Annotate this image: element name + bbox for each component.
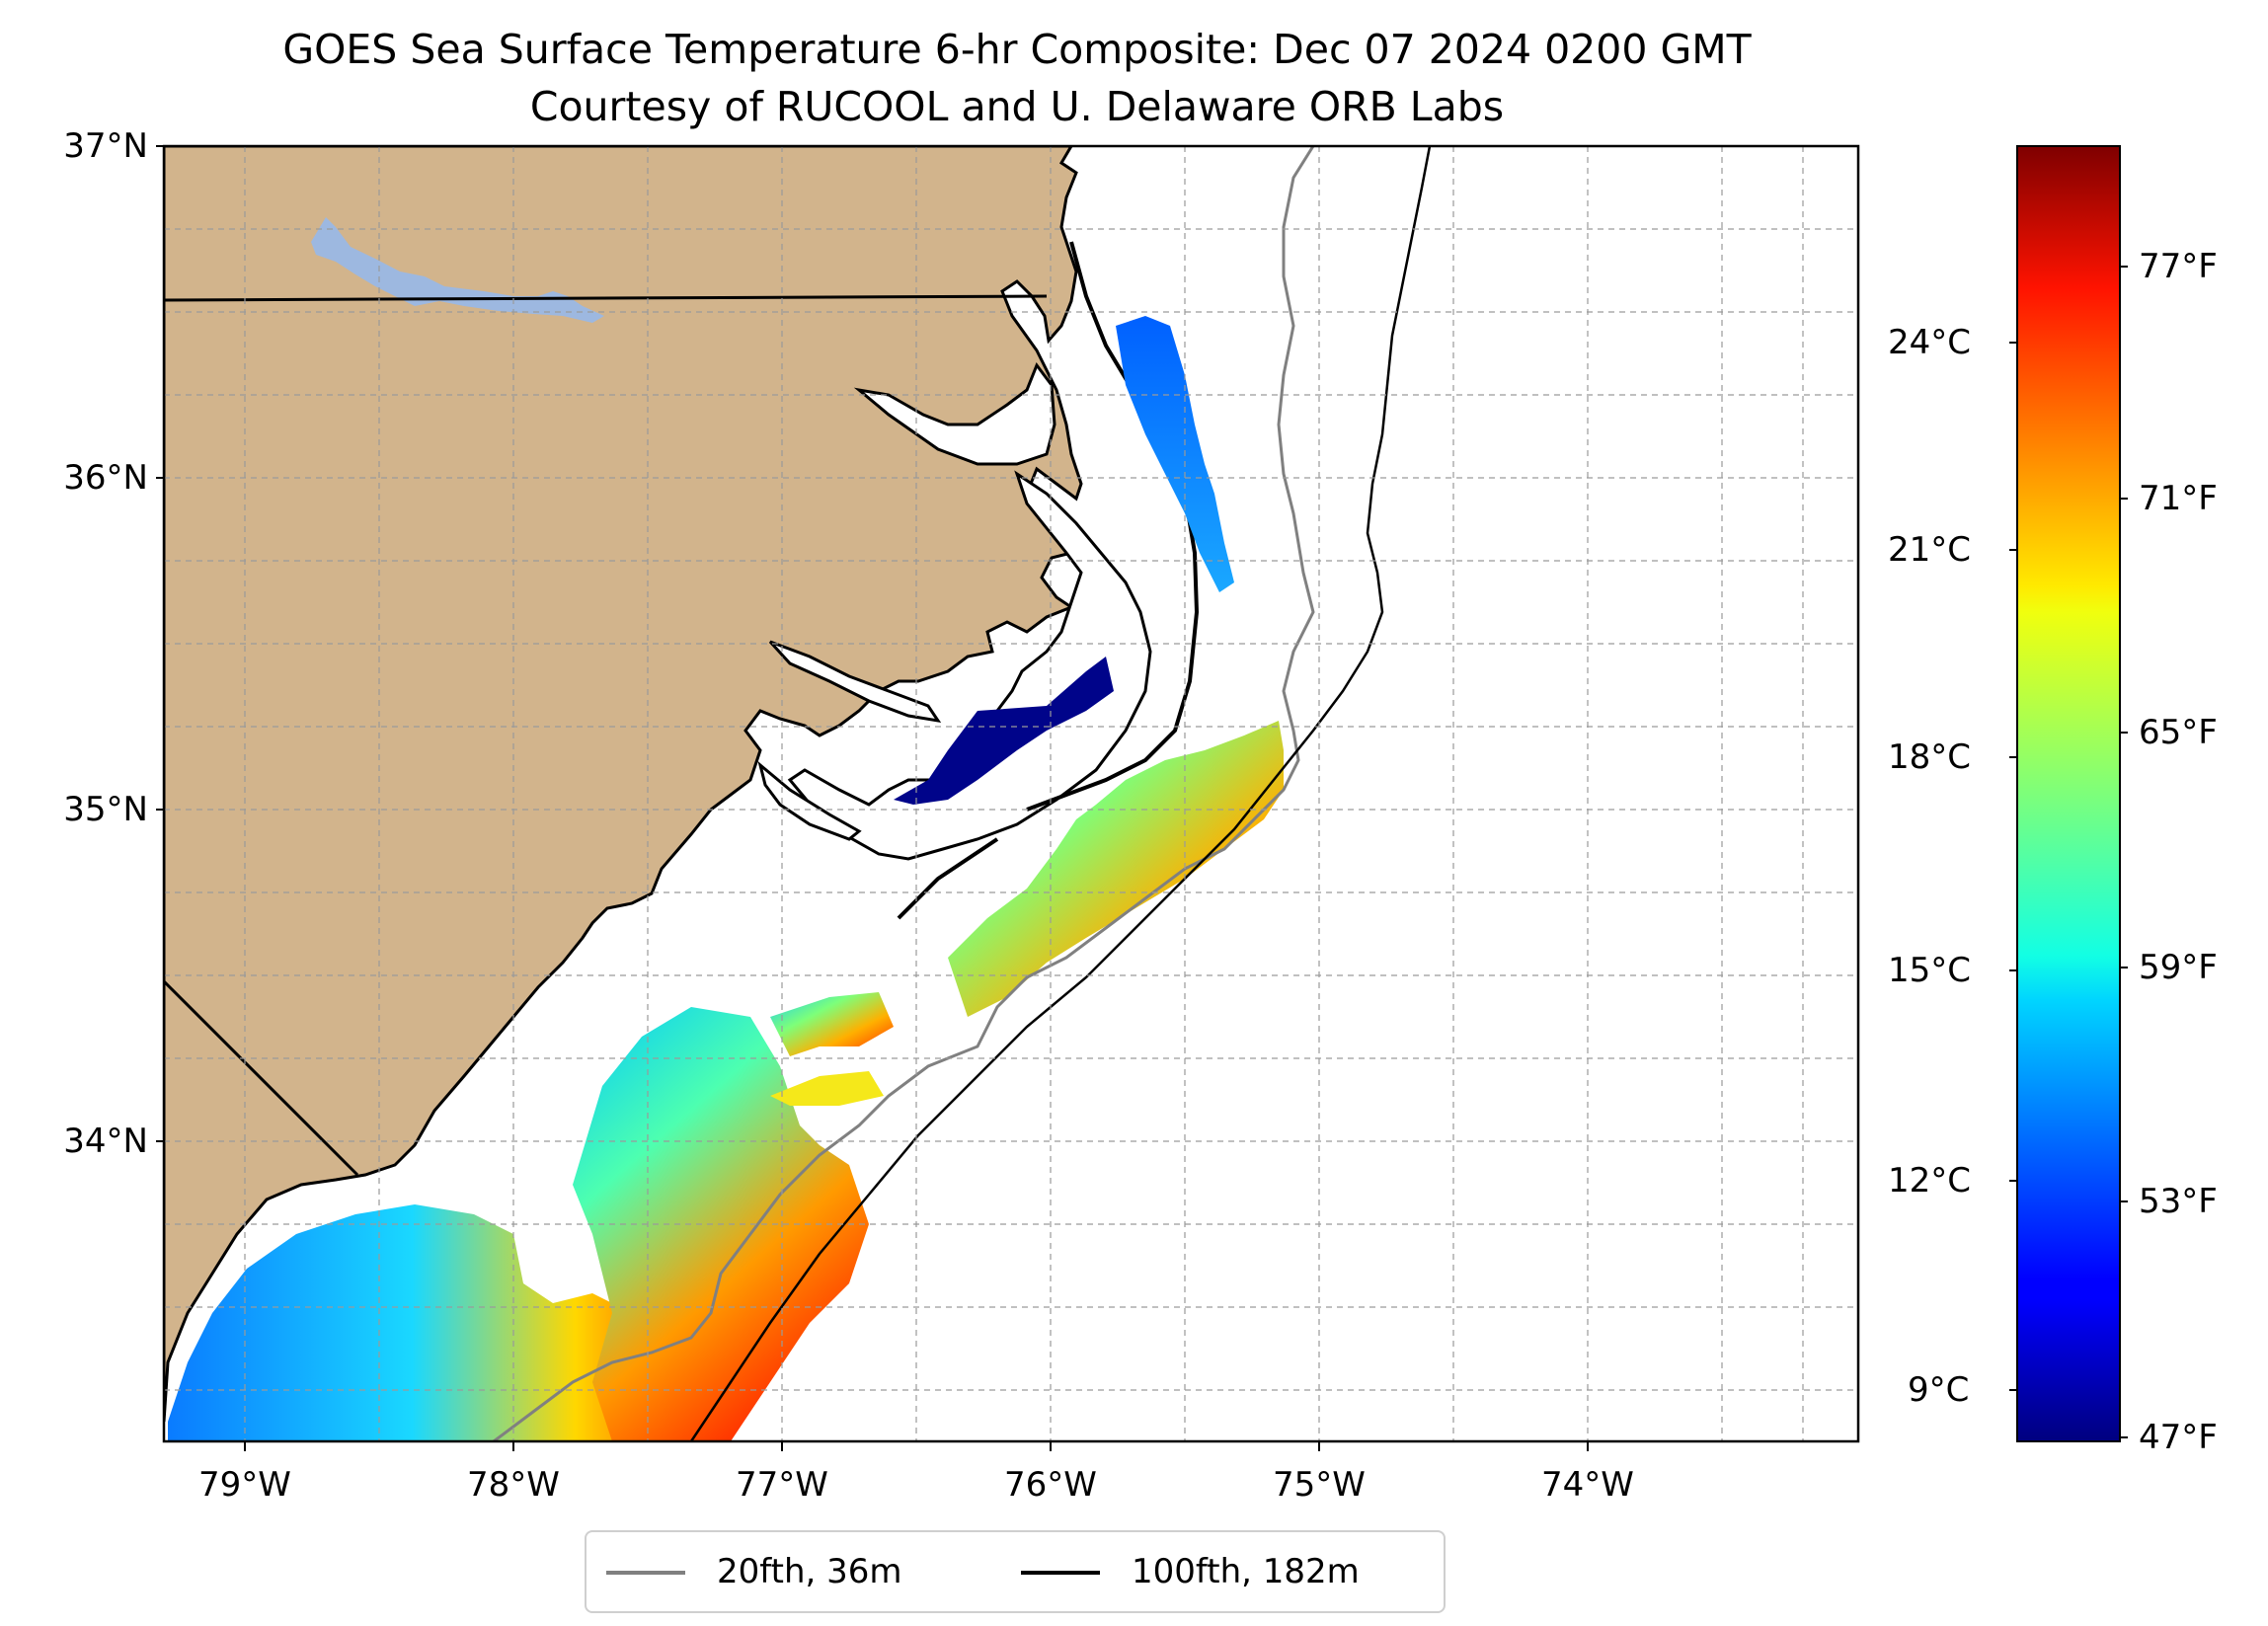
colorbar-celsius-label: 9°C	[1908, 1370, 1970, 1410]
lon-tick-label: 78°W	[467, 1465, 560, 1505]
sst-patch-north	[1116, 316, 1234, 592]
lon-tick-label: 79°W	[198, 1465, 291, 1505]
colorbar-celsius-label: 12°C	[1888, 1161, 1972, 1200]
lon-tick-label: 76°W	[1004, 1465, 1097, 1505]
colorbar-fahrenheit-label: 77°F	[2139, 247, 2218, 286]
lon-tick-label: 77°W	[736, 1465, 828, 1505]
isobath-100fth	[689, 146, 1432, 1441]
colorbar-celsius-label: 21°C	[1888, 530, 1972, 570]
legend: 20fth, 36m 100fth, 182m	[585, 1530, 1446, 1613]
colorbar-fahrenheit-label: 53°F	[2139, 1182, 2218, 1221]
colorbar-fahrenheit-label: 65°F	[2139, 713, 2218, 752]
colorbar-celsius-label: 18°C	[1888, 737, 1972, 777]
legend-line-black	[1021, 1571, 1100, 1575]
lat-tick-label: 35°N	[63, 790, 148, 829]
map-frame	[162, 144, 1860, 1443]
sst-patch-pamlico	[894, 657, 1114, 805]
legend-line-gray	[606, 1571, 685, 1575]
legend-label: 20fth, 36m	[717, 1552, 902, 1591]
legend-label: 100fth, 182m	[1132, 1552, 1360, 1591]
albemarle-sound	[853, 361, 1056, 466]
state-border-va-nc	[164, 294, 1048, 302]
lake	[311, 217, 604, 323]
colorbar-celsius-label: 24°C	[1888, 323, 1972, 362]
map-subtitle: Courtesy of RUCOOL and U. Delaware ORB L…	[529, 83, 1505, 130]
sst-patch-gulfstream	[948, 721, 1284, 1017]
land-mass	[164, 146, 1083, 1423]
sst-patch-nearshore	[770, 992, 894, 1056]
colorbar-fahrenheit-label: 71°F	[2139, 479, 2218, 518]
colorbar	[2016, 145, 2121, 1442]
state-border-nc-sc	[164, 979, 359, 1177]
colorbar-celsius-label: 15°C	[1888, 951, 1972, 990]
map-title: GOES Sea Surface Temperature 6-hr Compos…	[282, 26, 1752, 73]
neuse-river	[757, 760, 862, 841]
lon-tick-label: 74°W	[1541, 1465, 1634, 1505]
lon-tick-label: 75°W	[1273, 1465, 1366, 1505]
pamlico-river	[768, 640, 942, 724]
lat-tick-label: 37°N	[63, 126, 148, 166]
colorbar-fahrenheit-label: 47°F	[2139, 1418, 2218, 1457]
outer-banks	[1026, 241, 1200, 812]
pamlico-sound	[787, 470, 1152, 861]
lat-tick-label: 36°N	[63, 458, 148, 498]
colorbar-fahrenheit-label: 59°F	[2139, 948, 2218, 987]
gridlines	[164, 146, 1858, 1441]
lat-tick-label: 34°N	[63, 1122, 148, 1161]
sst-patch-yellow	[770, 1071, 884, 1106]
isobath-20fth	[493, 146, 1315, 1441]
